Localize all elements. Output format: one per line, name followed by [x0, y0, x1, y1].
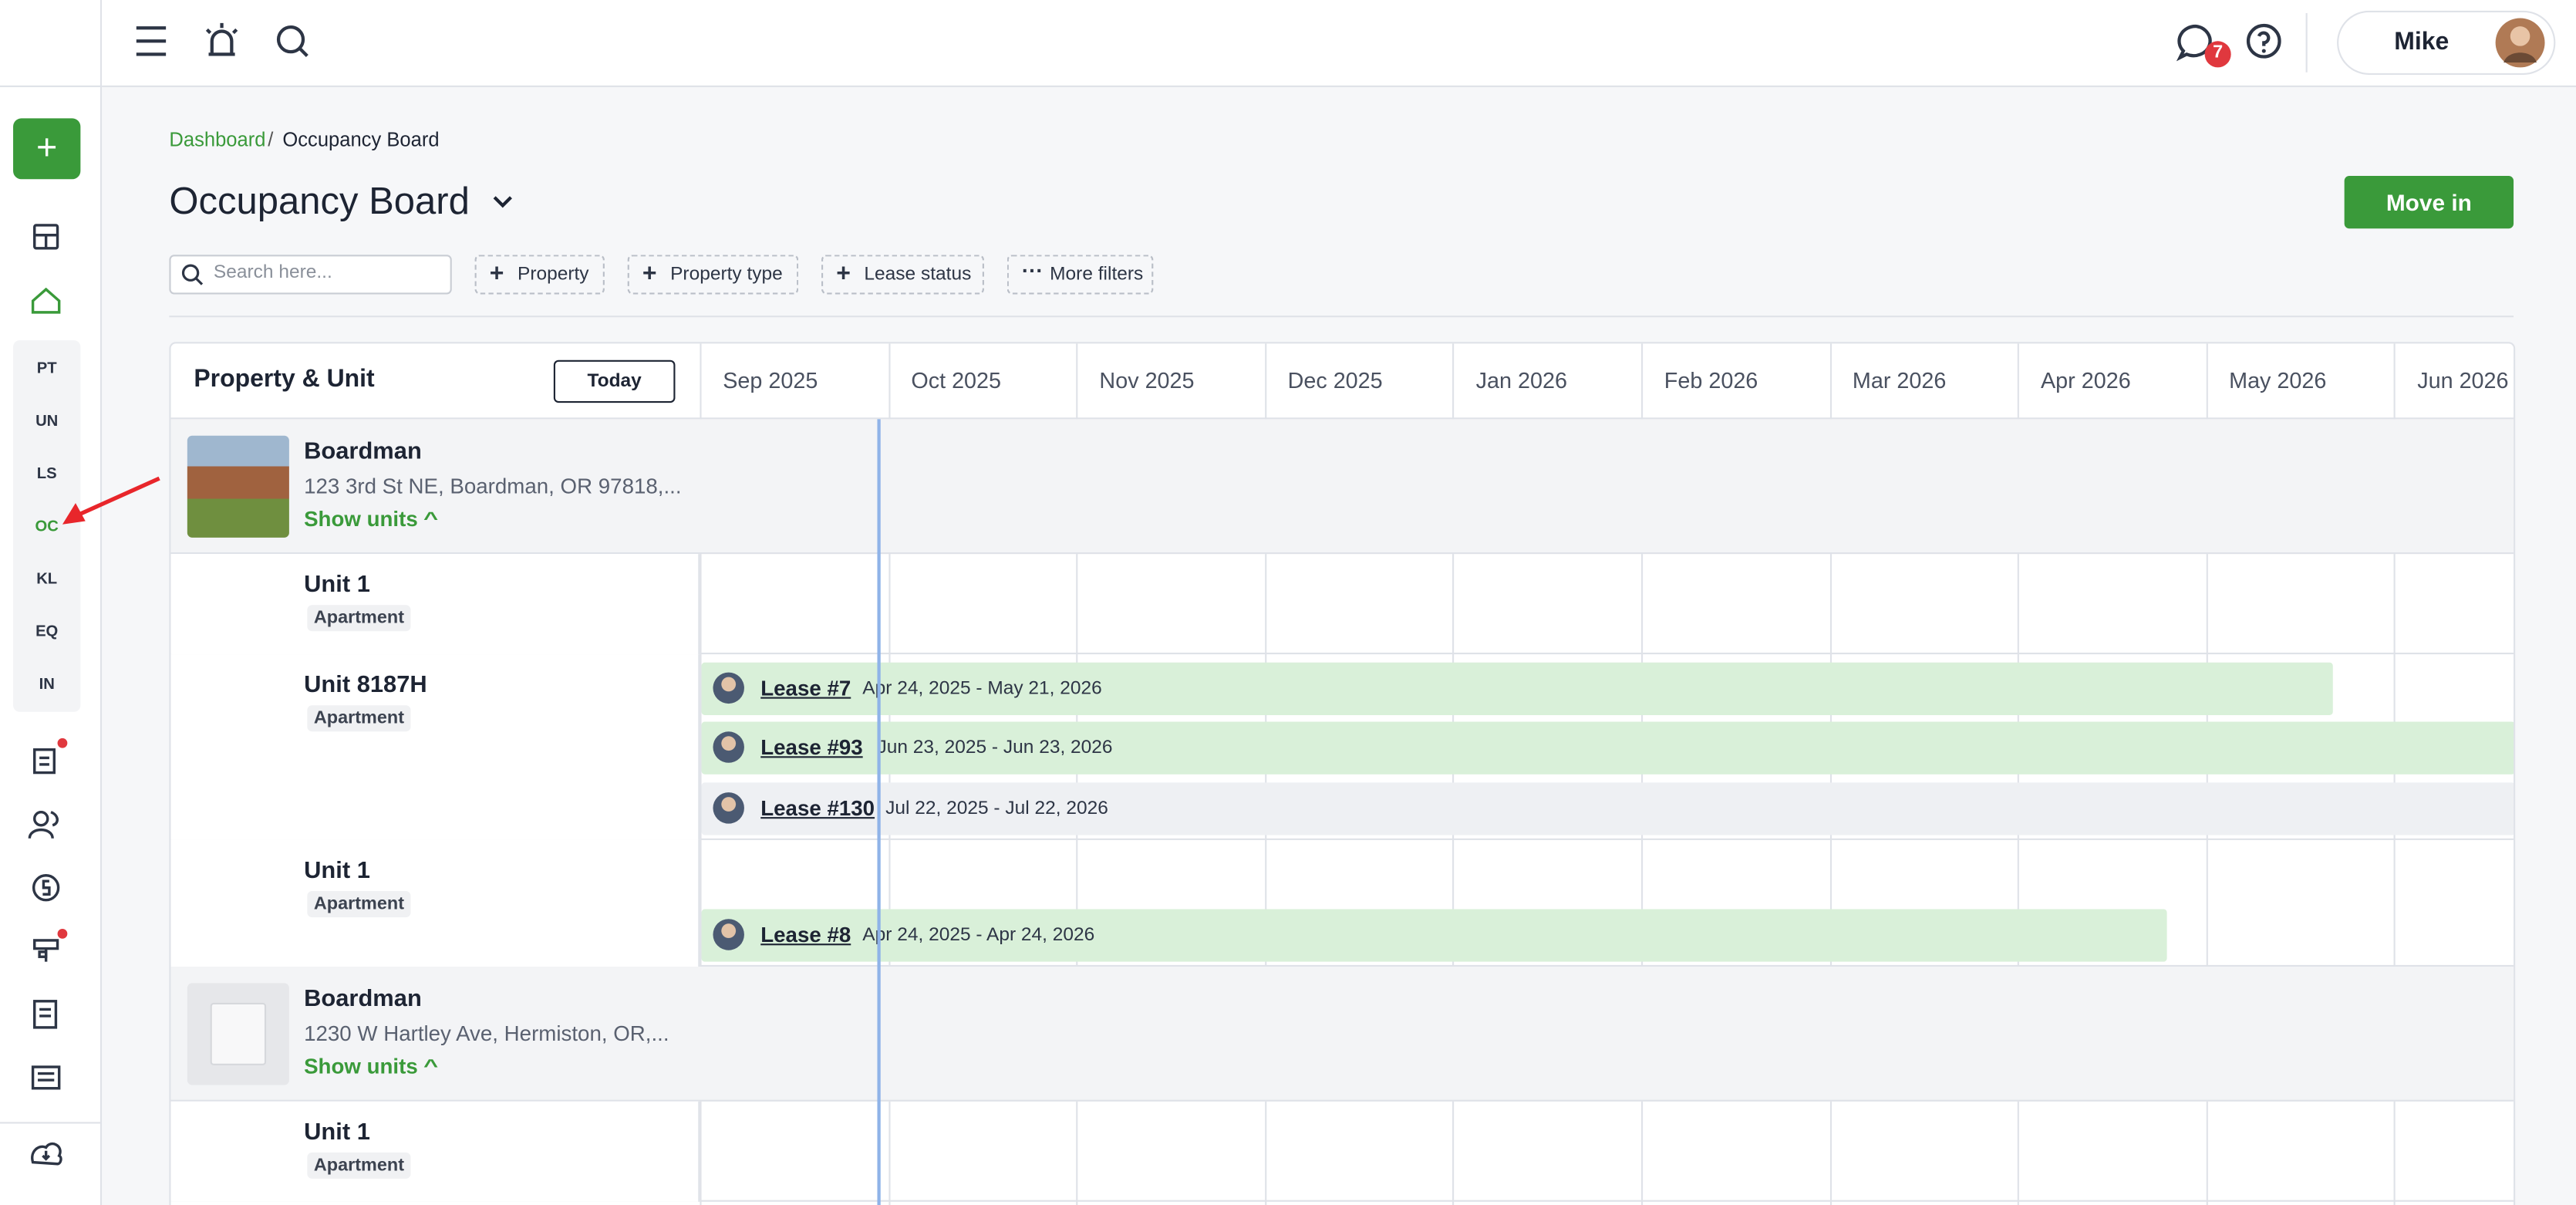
unit-name: Unit 1 [304, 1119, 370, 1146]
lease-dates: Apr 24, 2025 - May 21, 2026 [862, 679, 1102, 699]
filter-chip[interactable]: ··· More filters [1006, 255, 1154, 295]
unit-type-tag: Apartment [307, 891, 411, 918]
month-column-line [700, 343, 702, 1205]
property-row [170, 967, 2514, 1102]
property-photo [187, 983, 289, 1085]
search-box[interactable] [169, 255, 452, 295]
nav-group [13, 340, 81, 712]
sidebar-icons [0, 224, 103, 1166]
month-label: Jun 2026 [2417, 368, 2509, 393]
unit-name: Unit 1 [304, 572, 370, 599]
property-address: 123 3rd St NE, Boardman, OR 97818,... [304, 473, 682, 498]
today-button[interactable]: Today [553, 359, 676, 403]
chip-icon: + [489, 259, 504, 288]
lease-bar[interactable]: Lease #93 Jun 23, 2025 - Jun 23, 2026 [701, 721, 2514, 775]
show-units-toggle[interactable]: Show units [304, 506, 418, 532]
unit-name: Unit 8187H [304, 672, 427, 699]
property-row [170, 419, 2514, 555]
tenant-avatar [713, 731, 744, 763]
lease-link[interactable]: Lease #8 [760, 922, 851, 947]
chip-label: Lease status [864, 265, 972, 285]
page-title: Occupancy Board [169, 179, 470, 222]
filter-chip[interactable]: + Property type [627, 255, 799, 295]
nav-item[interactable]: LS [36, 465, 57, 484]
pointer-arrow [62, 476, 160, 525]
month-label: May 2026 [2229, 368, 2327, 393]
chat-badge: 7 [2213, 42, 2224, 62]
placeholder-icon [210, 1002, 267, 1065]
chip-icon: + [836, 259, 851, 288]
lease-bar[interactable]: Lease #130 Jul 22, 2025 - Jul 22, 2026 [701, 782, 2514, 835]
lease-bar[interactable]: Lease #7 Apr 24, 2025 - May 21, 2026 [701, 662, 2333, 715]
breadcrumb-current: Occupancy Board [282, 128, 440, 152]
chip-label: More filters [1050, 265, 1144, 285]
topbar-icons [136, 10, 2556, 75]
nav-item[interactable]: OC [35, 518, 59, 536]
unit-cell [170, 654, 700, 840]
unit-cell [170, 554, 700, 655]
search-placeholder: Search here... [213, 262, 332, 283]
property-photo [187, 435, 289, 538]
month-label: Sep 2025 [723, 368, 818, 393]
toggle-chevron: ^ [423, 1057, 439, 1077]
occupancy-board: Property & Unit Today Sep 2025 Oct 2025 Nov … [169, 342, 2516, 1205]
user-name[interactable]: Mike [2394, 28, 2450, 56]
month-label: Jan 2026 [1475, 368, 1568, 393]
toggle-chevron: ^ [423, 509, 439, 530]
lease-bar[interactable]: Lease #8 Apr 24, 2025 - Apr 24, 2026 [701, 909, 2167, 962]
board-header [170, 343, 2514, 420]
unit-type-tag: Apartment [307, 1152, 411, 1179]
search-icon [181, 264, 204, 285]
property-address: 1230 W Hartley Ave, Hermiston, OR,... [304, 1021, 669, 1046]
property-name: Boardman [304, 438, 422, 466]
nav-item[interactable]: IN [39, 675, 55, 694]
tenant-avatar [713, 672, 744, 704]
lease-dates: Jun 23, 2025 - Jun 23, 2026 [877, 738, 1113, 758]
lease-dates: Jul 22, 2025 - Jul 22, 2026 [885, 798, 1108, 819]
unit-type-tag: Apartment [307, 605, 411, 632]
chip-icon: + [642, 259, 657, 288]
unit-name: Unit 1 [304, 858, 370, 885]
unit-type-tag: Apartment [307, 705, 411, 732]
filter-chip[interactable]: + Property [474, 255, 605, 295]
today-line [877, 419, 881, 1205]
title-dropdown[interactable] [491, 194, 518, 210]
nav-item[interactable]: KL [36, 570, 58, 589]
breadcrumb-link[interactable]: Dashboard [169, 128, 266, 152]
month-label: Dec 2025 [1287, 368, 1383, 393]
month-label: Nov 2025 [1099, 368, 1195, 393]
unit-cell [170, 1101, 700, 1202]
chip-icon: ··· [1021, 258, 1044, 283]
logo-area [0, 0, 103, 87]
tenant-avatar [713, 792, 744, 824]
chip-label: Property [517, 265, 589, 285]
board-header-title: Property & Unit [194, 365, 375, 393]
nav-item[interactable]: PT [36, 359, 57, 379]
unit-cell [170, 839, 700, 967]
divider [169, 316, 2514, 318]
month-label: Apr 2026 [2040, 368, 2131, 393]
add-button[interactable]: + [13, 118, 81, 180]
move-in-button[interactable]: Move in [2344, 176, 2514, 229]
lease-link[interactable]: Lease #93 [760, 734, 863, 760]
month-label: Oct 2025 [911, 368, 1002, 393]
tenant-avatar [713, 919, 744, 950]
nav-item[interactable]: EQ [35, 623, 59, 642]
chip-label: Property type [670, 265, 783, 285]
lease-dates: Apr 24, 2025 - Apr 24, 2026 [862, 925, 1095, 946]
filter-chip[interactable]: + Lease status [821, 255, 984, 295]
nav-item[interactable]: UN [35, 412, 59, 431]
lease-link[interactable]: Lease #7 [760, 675, 851, 700]
breadcrumb-separator: / [268, 128, 274, 152]
lease-link[interactable]: Lease #130 [760, 795, 875, 821]
property-name: Boardman [304, 986, 422, 1013]
show-units-toggle[interactable]: Show units [304, 1053, 418, 1078]
topbar [102, 0, 2576, 87]
month-label: Mar 2026 [1852, 368, 1947, 393]
month-label: Feb 2026 [1664, 368, 1758, 393]
